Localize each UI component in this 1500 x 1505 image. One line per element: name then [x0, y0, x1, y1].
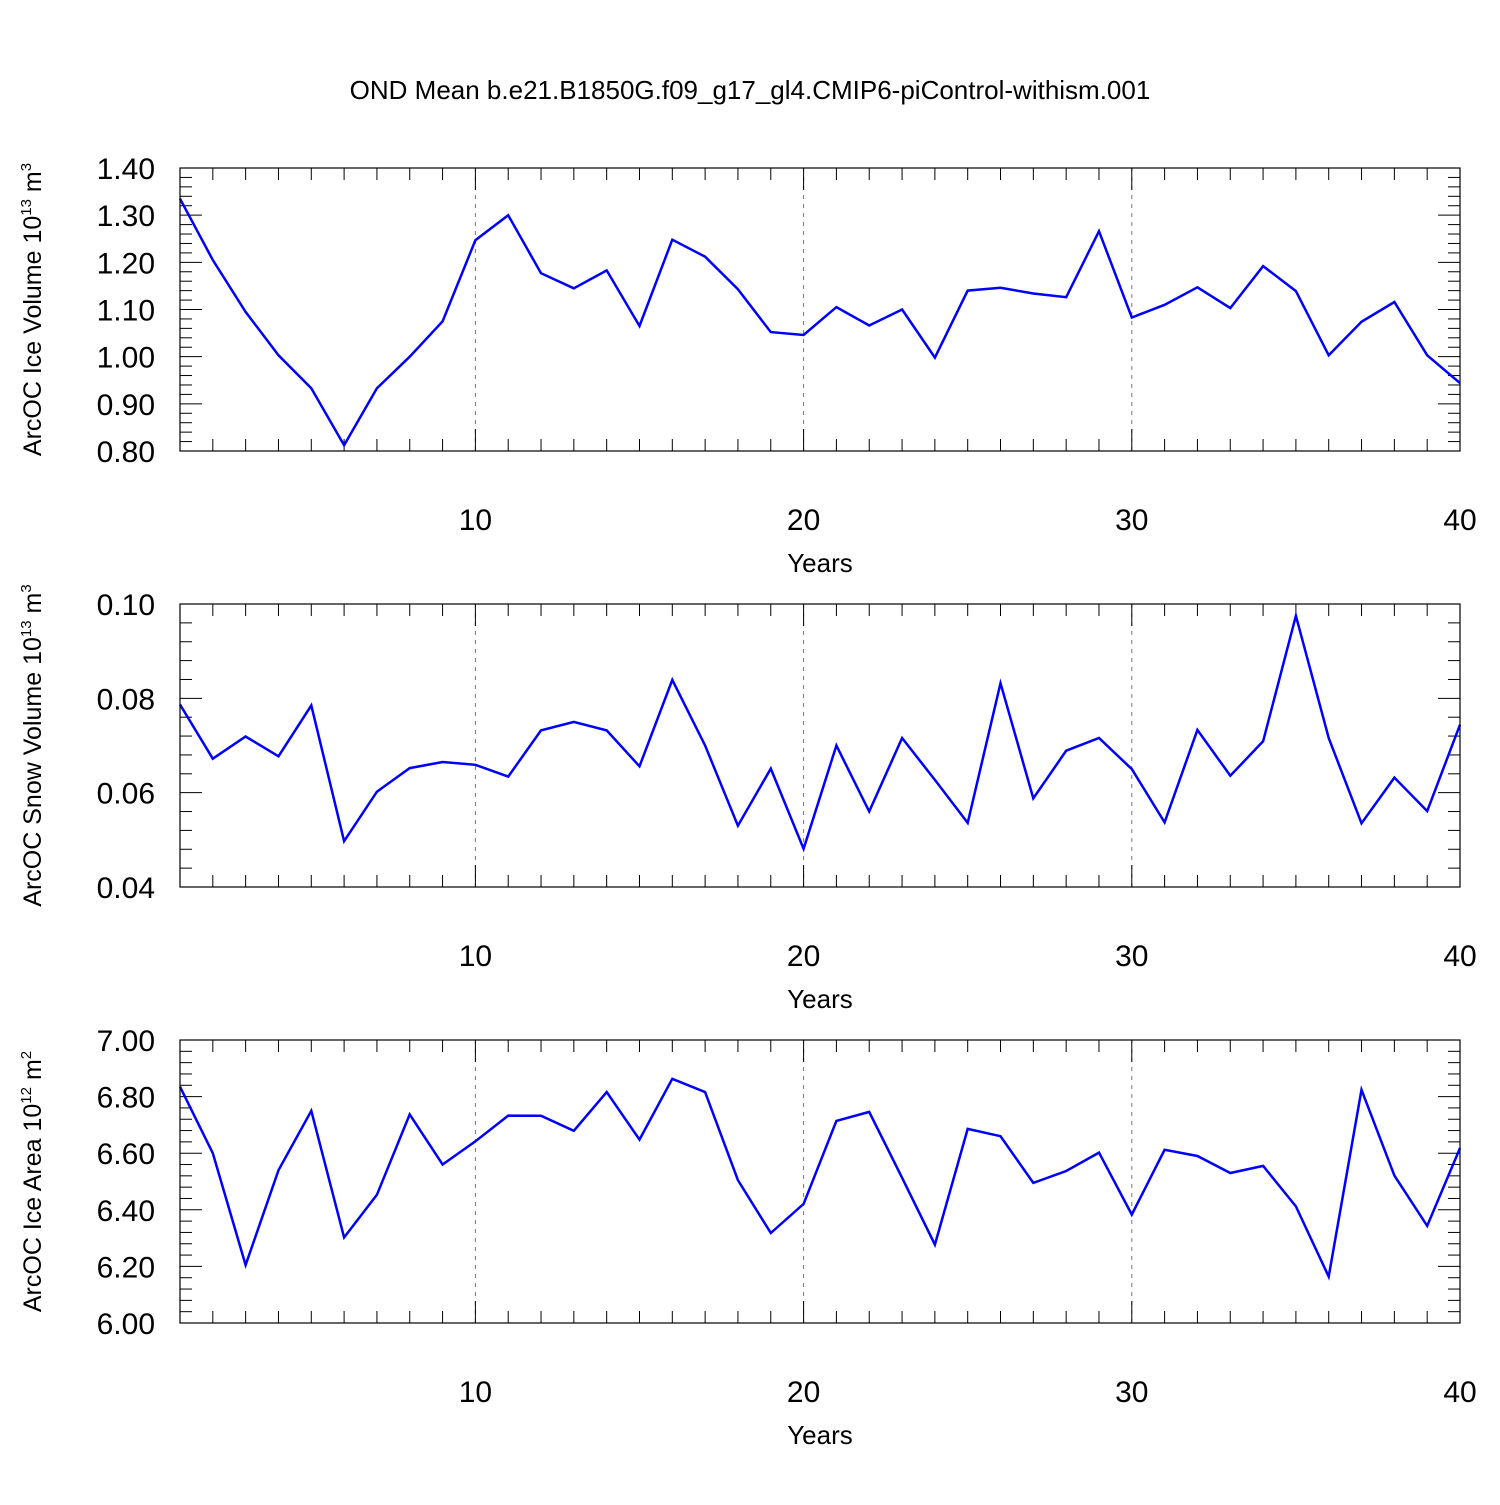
- y-tick-label: 1.10: [97, 295, 155, 328]
- x-tick-label: 10: [459, 504, 492, 537]
- y-axis-label-superscript: 12: [18, 1087, 35, 1104]
- x-tick-label: 30: [1115, 1376, 1148, 1409]
- panel-3: 6.00 6.20 6.40 6.60 6.80 7.00 10 20 30 40 Years Arc…: [18, 1025, 1477, 1450]
- series-line: [178, 610, 1462, 853]
- y-axis-label: ArcOC Snow Volume 1013 m3: [18, 584, 47, 906]
- y-tick-label: 7.00: [97, 1025, 155, 1058]
- figure-title: OND Mean b.e21.B1850G.f09_g17_gl4.CMIP6-…: [350, 75, 1151, 105]
- y-axis-label-superscript: 13: [18, 620, 35, 637]
- y-tick-label: 0.90: [97, 389, 155, 422]
- y-tick-label: 6.00: [97, 1308, 155, 1341]
- x-tick-label: 10: [459, 1376, 492, 1409]
- y-tick-label: 1.40: [97, 153, 155, 186]
- y-axis-label-part: ArcOC Ice Area 10: [19, 1104, 47, 1312]
- y-axis-label-superscript: 3: [18, 584, 35, 592]
- x-tick-label: 30: [1115, 504, 1148, 537]
- y-tick-label: 0.08: [97, 683, 155, 716]
- panel-1: 0.80 0.90 1.00 1.10 1.20 1.30 1.40 10 20 30 40 Year…: [18, 153, 1477, 578]
- series-line: [178, 198, 1461, 448]
- plot-frame: [179, 1039, 1461, 1324]
- plot-frame: [179, 167, 1461, 452]
- x-axis-label: Years: [787, 1420, 853, 1450]
- y-axis-label-part: ArcOC Snow Volume 10: [19, 637, 47, 907]
- y-tick-label: 6.40: [97, 1195, 155, 1228]
- x-tick-label: 40: [1443, 504, 1476, 537]
- x-tick-label: 30: [1115, 940, 1148, 973]
- y-tick-label: 0.10: [97, 589, 155, 622]
- y-tick-label: 0.80: [97, 436, 155, 469]
- y-axis-label-part: m: [19, 593, 47, 621]
- plot-frame: [179, 603, 1461, 888]
- x-tick-label: 20: [787, 504, 820, 537]
- y-tick-label: 6.60: [97, 1138, 155, 1171]
- y-axis-label: ArcOC Ice Area 1012 m2: [18, 1051, 47, 1312]
- y-tick-label: 6.80: [97, 1082, 155, 1115]
- y-axis-label-part: ArcOC Ice Volume 10: [19, 216, 47, 456]
- x-axis-label: Years: [787, 548, 853, 578]
- y-tick-label: 0.06: [97, 778, 155, 811]
- x-axis-label: Years: [787, 984, 853, 1014]
- y-tick-label: 0.04: [97, 872, 155, 905]
- y-axis-label-superscript: 3: [18, 163, 35, 171]
- y-axis-label-part: m: [19, 1059, 47, 1087]
- panel-2: 0.04 0.06 0.08 0.10 10 20 30 40 Years ArcOC Snow …: [18, 584, 1477, 1014]
- x-tick-label: 40: [1443, 940, 1476, 973]
- y-axis-label-part: m: [19, 171, 47, 199]
- y-tick-label: 6.20: [97, 1251, 155, 1284]
- y-tick-label: 1.20: [97, 247, 155, 280]
- x-tick-label: 10: [459, 940, 492, 973]
- series-line: [178, 1077, 1462, 1281]
- y-axis-label-superscript: 13: [18, 199, 35, 216]
- x-tick-label: 40: [1443, 1376, 1476, 1409]
- y-tick-label: 1.30: [97, 200, 155, 233]
- x-tick-label: 20: [787, 940, 820, 973]
- y-axis-label-superscript: 2: [18, 1051, 35, 1059]
- y-axis-label: ArcOC Ice Volume 1013 m3: [18, 163, 47, 456]
- x-tick-label: 20: [787, 1376, 820, 1409]
- y-tick-label: 1.00: [97, 342, 155, 375]
